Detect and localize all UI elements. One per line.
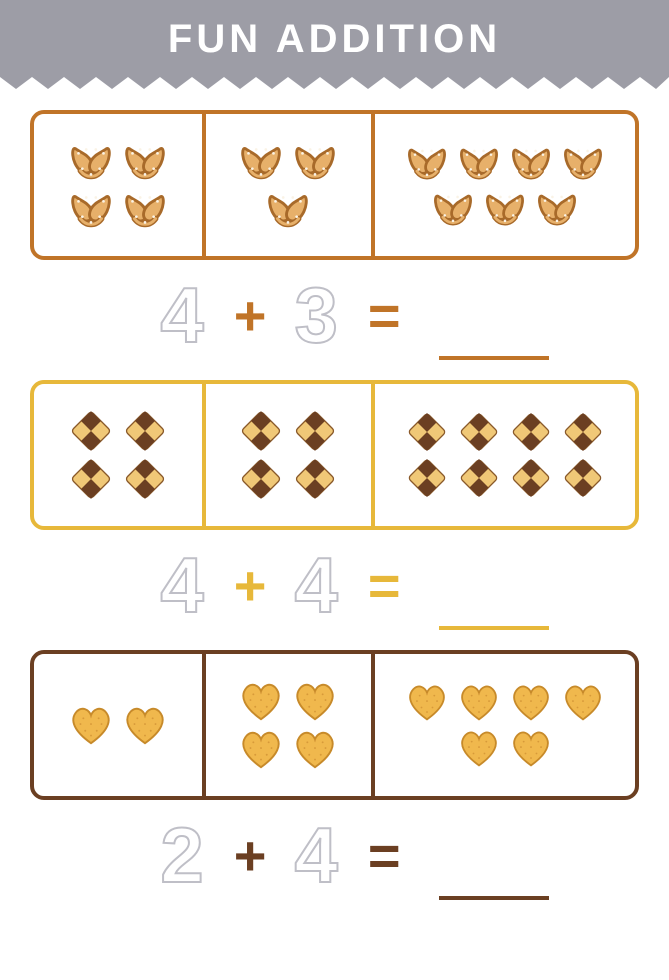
checker-cookie-icon — [404, 457, 450, 499]
pretzel-icon — [264, 187, 312, 231]
problem-1: 4 + 3 = — [30, 110, 639, 370]
plus-sign: + — [234, 823, 267, 888]
checker-cookie-icon — [456, 411, 502, 453]
checker-cookie-icon — [291, 409, 339, 453]
equation-row: 4 + 4 = — [30, 530, 639, 640]
box-addend-b — [202, 114, 370, 256]
heart-biscuit-icon — [508, 727, 554, 769]
answer-blank[interactable] — [439, 300, 549, 360]
box-sum — [371, 654, 635, 796]
equals-sign: = — [368, 553, 401, 618]
answer-blank[interactable] — [439, 570, 549, 630]
pretzel-icon — [291, 139, 339, 183]
box-addend-b — [202, 384, 370, 526]
checker-cookie-icon — [508, 411, 554, 453]
checker-cookie-icon — [121, 457, 169, 501]
count-boxes — [30, 110, 639, 260]
equals-sign: = — [368, 823, 401, 888]
checker-cookie-icon — [404, 411, 450, 453]
header: FUN ADDITION — [0, 0, 669, 78]
trace-number-a[interactable]: 2 — [160, 810, 205, 901]
box-sum — [371, 114, 635, 256]
checker-cookie-icon — [67, 457, 115, 501]
heart-biscuit-icon — [560, 681, 606, 723]
pretzel-icon — [534, 187, 580, 229]
heart-biscuit-icon — [121, 703, 169, 747]
checker-cookie-icon — [121, 409, 169, 453]
pretzel-icon — [430, 187, 476, 229]
plus-sign: + — [234, 283, 267, 348]
checker-cookie-icon — [456, 457, 502, 499]
checker-cookie-icon — [560, 411, 606, 453]
checker-cookie-icon — [237, 409, 285, 453]
pretzel-icon — [456, 141, 502, 183]
pretzel-icon — [482, 187, 528, 229]
heart-biscuit-icon — [291, 727, 339, 771]
box-addend-b — [202, 654, 370, 796]
checker-cookie-icon — [291, 457, 339, 501]
answer-blank[interactable] — [439, 840, 549, 900]
trace-number-b[interactable]: 4 — [295, 540, 340, 631]
checker-cookie-icon — [560, 457, 606, 499]
problem-2: 4 + 4 = — [30, 380, 639, 640]
pretzel-icon — [67, 187, 115, 231]
count-boxes — [30, 650, 639, 800]
trace-number-a[interactable]: 4 — [160, 540, 205, 631]
heart-biscuit-icon — [404, 681, 450, 723]
pretzel-icon — [121, 187, 169, 231]
plus-sign: + — [234, 553, 267, 618]
trace-number-b[interactable]: 4 — [295, 810, 340, 901]
problem-3: 2 + 4 = — [30, 650, 639, 910]
equation-row: 4 + 3 = — [30, 260, 639, 370]
heart-biscuit-icon — [237, 679, 285, 723]
box-addend-a — [34, 384, 202, 526]
box-addend-a — [34, 114, 202, 256]
pretzel-icon — [404, 141, 450, 183]
checker-cookie-icon — [508, 457, 554, 499]
equation-row: 2 + 4 = — [30, 800, 639, 910]
trace-number-a[interactable]: 4 — [160, 270, 205, 361]
page-title: FUN ADDITION — [168, 17, 501, 62]
heart-biscuit-icon — [508, 681, 554, 723]
heart-biscuit-icon — [456, 681, 502, 723]
checker-cookie-icon — [237, 457, 285, 501]
heart-biscuit-icon — [456, 727, 502, 769]
trace-number-b[interactable]: 3 — [295, 270, 340, 361]
count-boxes — [30, 380, 639, 530]
heart-biscuit-icon — [237, 727, 285, 771]
box-sum — [371, 384, 635, 526]
checker-cookie-icon — [67, 409, 115, 453]
pretzel-icon — [508, 141, 554, 183]
equals-sign: = — [368, 283, 401, 348]
pretzel-icon — [67, 139, 115, 183]
box-addend-a — [34, 654, 202, 796]
heart-biscuit-icon — [291, 679, 339, 723]
zigzag-divider — [0, 77, 669, 91]
pretzel-icon — [560, 141, 606, 183]
heart-biscuit-icon — [67, 703, 115, 747]
pretzel-icon — [237, 139, 285, 183]
pretzel-icon — [121, 139, 169, 183]
worksheet-content: 4 + 3 = — [0, 92, 669, 910]
